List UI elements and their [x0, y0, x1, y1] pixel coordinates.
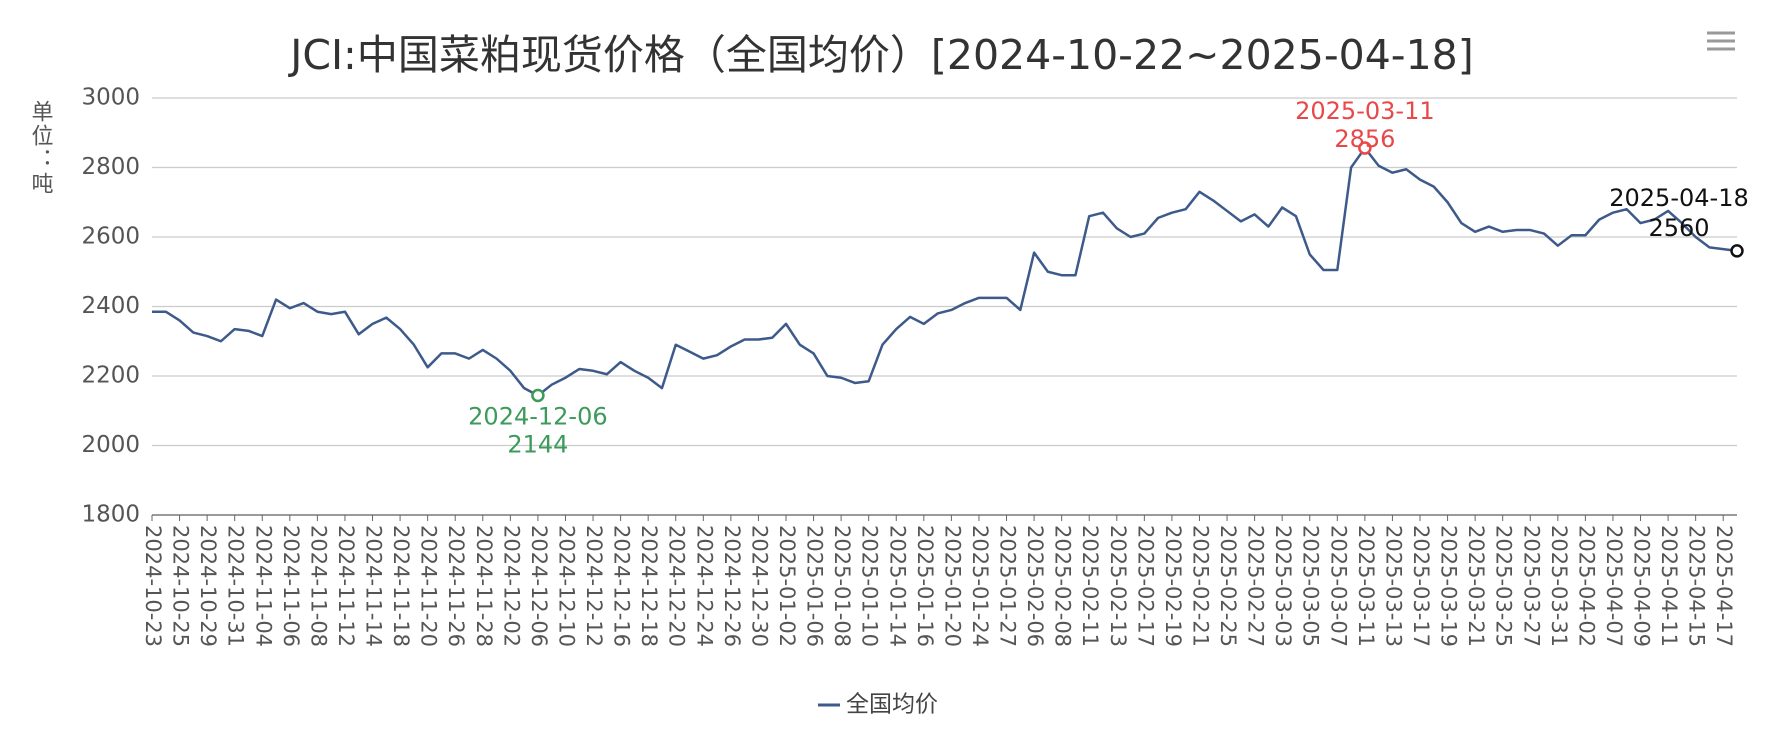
- x-tick-label: 2025-02-17: [1133, 525, 1157, 647]
- x-tick-label: 2025-02-11: [1078, 525, 1102, 647]
- y-tick-label: 2000: [81, 432, 140, 458]
- x-tick-label: 2025-02-21: [1188, 525, 1212, 647]
- x-tick-label: 2024-10-31: [224, 525, 248, 647]
- y-tick-label: 2600: [81, 224, 140, 250]
- x-tick-label: 2024-12-24: [692, 525, 716, 647]
- annotation-marker: [1730, 244, 1744, 258]
- x-tick-label: 2025-01-27: [996, 525, 1020, 647]
- annotation-label: 2024-12-06: [468, 402, 607, 430]
- x-tick-label: 2024-11-26: [444, 525, 468, 647]
- x-tick-label: 2024-12-12: [582, 525, 606, 647]
- x-tick-label: 2024-12-20: [665, 525, 689, 647]
- x-tick-label: 2025-03-17: [1409, 525, 1433, 647]
- annotation-marker: [531, 388, 545, 403]
- x-tick-label: 2024-12-16: [610, 525, 634, 647]
- menu-icon[interactable]: [1707, 31, 1735, 51]
- x-tick-label: 2025-04-11: [1657, 525, 1681, 647]
- chart-title: JCI:中国菜粕现货价格（全国均价）[2024-10-22~2025-04-18…: [287, 31, 1474, 79]
- x-tick-label: 2025-03-07: [1326, 525, 1350, 647]
- x-tick-label: 2024-11-28: [472, 525, 496, 647]
- x-tick-label: 2025-02-08: [1051, 525, 1075, 647]
- x-tick-label: 2024-10-29: [196, 525, 220, 647]
- x-tick-label: 2024-12-02: [499, 525, 523, 647]
- x-tick-label: 2024-11-20: [417, 525, 441, 647]
- x-tick-label: 2024-11-14: [362, 525, 386, 647]
- annotation-marker: [1358, 141, 1372, 155]
- x-tick-label: 2025-01-16: [913, 525, 937, 647]
- x-tick-label: 2025-02-25: [1216, 525, 1240, 647]
- x-tick-label: 2025-02-19: [1161, 525, 1185, 647]
- x-tick-label: 2024-11-08: [306, 525, 330, 647]
- x-tick-label: 2025-03-03: [1271, 525, 1295, 647]
- x-tick-label: 2025-02-13: [1106, 525, 1130, 647]
- x-tick-label: 2025-02-06: [1023, 525, 1047, 647]
- y-tick-label: 3000: [81, 85, 140, 111]
- x-tick-label: 2025-01-02: [775, 525, 799, 647]
- x-tick-label: 2025-01-14: [885, 525, 909, 647]
- y-tick-label: 2200: [81, 363, 140, 389]
- x-tick-label: 2024-11-12: [334, 525, 358, 647]
- x-tick-label: 2025-02-27: [1244, 525, 1268, 647]
- x-tick-label: 2025-04-09: [1630, 525, 1654, 647]
- x-tick-label: 2024-12-30: [747, 525, 771, 647]
- x-tick-label: 2025-03-05: [1299, 525, 1323, 647]
- annotation-value: 2144: [507, 430, 568, 458]
- x-tick-label: 2024-10-25: [169, 525, 193, 647]
- legend-label: 全国均价: [846, 692, 938, 718]
- legend: 全国均价: [818, 692, 938, 718]
- x-tick-label: 2025-03-21: [1464, 525, 1488, 647]
- y-axis-label: 单位：吨: [28, 100, 54, 196]
- x-tick-label: 2025-04-15: [1685, 525, 1709, 647]
- y-tick-label: 1800: [81, 502, 140, 528]
- x-tick-label: 2025-01-08: [830, 525, 854, 647]
- x-tick-label: 2024-11-04: [251, 525, 275, 647]
- x-tick-label: 2024-12-18: [637, 525, 661, 647]
- x-tick-label: 2025-01-06: [803, 525, 827, 647]
- annotation-label: 2025-03-11: [1295, 97, 1434, 125]
- x-tick-label: 2025-03-27: [1519, 525, 1543, 647]
- x-tick-label: 2025-03-13: [1381, 525, 1405, 647]
- annotation-value: 2560: [1648, 214, 1709, 242]
- x-tick-label: 2025-01-20: [940, 525, 964, 647]
- annotation-label: 2025-04-18: [1609, 184, 1748, 212]
- x-tick-label: 2024-12-06: [527, 525, 551, 647]
- x-tick-label: 2025-03-19: [1437, 525, 1461, 647]
- x-tick-label: 2025-01-10: [858, 525, 882, 647]
- y-tick-label: 2800: [81, 154, 140, 180]
- x-tick-label: 2024-11-06: [279, 525, 303, 647]
- x-tick-label: 2024-10-23: [141, 525, 165, 647]
- x-tick-label: 2025-03-25: [1492, 525, 1516, 647]
- x-tick-label: 2024-11-18: [389, 525, 413, 647]
- x-tick-label: 2025-04-07: [1602, 525, 1626, 647]
- x-tick-label: 2025-04-17: [1712, 525, 1736, 647]
- x-tick-label: 2025-04-02: [1574, 525, 1598, 647]
- x-tick-label: 2025-03-11: [1354, 525, 1378, 647]
- x-tick-label: 2025-01-24: [968, 525, 992, 647]
- x-tick-label: 2024-12-10: [554, 525, 578, 647]
- y-tick-label: 2400: [81, 293, 140, 319]
- annotation-value: 2856: [1334, 125, 1395, 153]
- x-tick-label: 2025-03-31: [1547, 525, 1571, 647]
- series-line: [152, 146, 1738, 397]
- x-tick-label: 2024-12-26: [720, 525, 744, 647]
